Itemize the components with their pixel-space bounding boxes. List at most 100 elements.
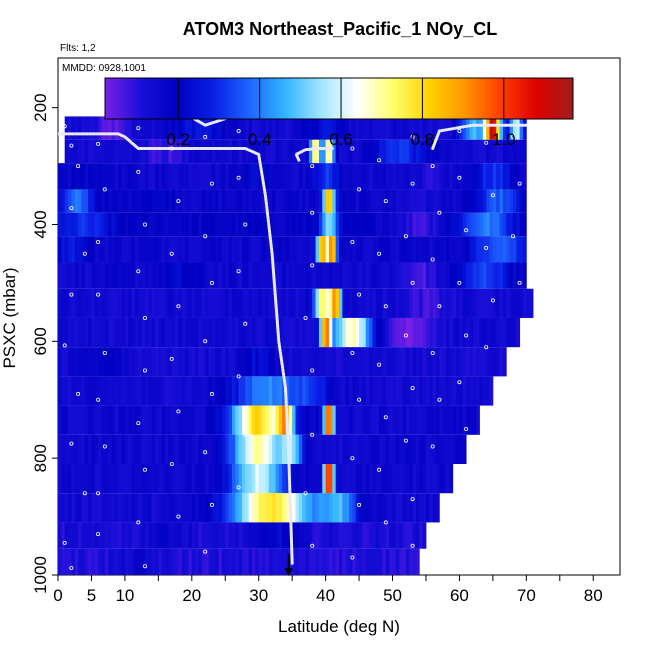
heat-cell — [201, 163, 206, 190]
heat-cell — [225, 548, 230, 575]
heat-cell — [265, 376, 270, 406]
sample-point — [169, 356, 174, 361]
heat-cell — [144, 189, 149, 213]
heat-cell — [64, 376, 69, 406]
heat-cell — [335, 163, 340, 190]
heat-cell — [268, 493, 273, 523]
heat-cell — [419, 493, 424, 523]
heat-cell — [456, 376, 460, 406]
pressure-band — [58, 288, 534, 318]
pressure-band — [58, 262, 527, 289]
heat-cell — [101, 139, 106, 164]
heat-cell — [118, 548, 122, 575]
heat-cell — [275, 212, 280, 237]
heat-cell — [519, 139, 524, 164]
sample-point — [403, 234, 408, 239]
heat-cell — [389, 522, 393, 549]
heat-cell — [258, 405, 263, 435]
heat-cell — [489, 236, 494, 263]
heat-cell — [409, 376, 413, 406]
heat-cell — [215, 376, 219, 406]
heat-cell — [352, 347, 357, 377]
heat-cell — [272, 376, 276, 406]
heat-cell — [91, 522, 96, 549]
heat-cell — [462, 347, 467, 377]
heat-cell — [469, 317, 474, 348]
heat-cell — [389, 288, 393, 318]
heat-cell — [84, 548, 89, 575]
heat-cell — [392, 262, 397, 289]
heat-cell — [114, 522, 119, 549]
heat-cell — [71, 405, 76, 435]
heat-cell — [402, 288, 407, 318]
heat-cell — [215, 116, 219, 140]
heat-cell — [201, 262, 206, 289]
heat-cell — [78, 405, 82, 435]
sample-point — [310, 210, 315, 215]
heat-cell — [429, 139, 434, 164]
heat-cell — [292, 434, 296, 465]
heat-cell — [412, 376, 417, 406]
sample-point — [169, 251, 174, 256]
heat-cell — [372, 464, 377, 494]
heat-cell — [322, 405, 327, 435]
heat-cell — [295, 522, 300, 549]
heat-cell — [342, 347, 347, 377]
heat-cell — [318, 139, 323, 164]
heat-cell — [288, 317, 293, 348]
heat-cell — [385, 376, 390, 406]
heat-cell — [201, 347, 206, 377]
heat-cell — [205, 236, 209, 263]
heat-cell — [61, 236, 66, 263]
heat-cell — [168, 548, 173, 575]
heat-cell — [365, 522, 370, 549]
heat-cell — [208, 464, 213, 494]
heat-cell — [188, 548, 193, 575]
heat-cell — [522, 212, 527, 237]
heat-cell — [121, 212, 126, 237]
heat-cell — [318, 163, 323, 190]
heat-cell — [114, 262, 119, 289]
heat-cell — [318, 434, 323, 465]
heat-cell — [322, 163, 327, 190]
heat-cell — [161, 347, 166, 377]
heat-cell — [349, 522, 353, 549]
heat-cell — [328, 464, 333, 494]
heat-cell — [275, 522, 280, 549]
heat-cell — [298, 405, 303, 435]
heat-cell — [282, 405, 286, 435]
heat-cell — [138, 405, 143, 435]
heat-cell — [405, 139, 410, 164]
heat-cell — [155, 288, 159, 318]
heat-cell — [308, 317, 313, 348]
heat-cell — [302, 464, 306, 494]
heat-cell — [111, 212, 116, 237]
heat-cell — [432, 288, 437, 318]
heat-cell — [171, 376, 176, 406]
heat-cell — [231, 139, 236, 164]
heat-cell — [402, 317, 407, 348]
heat-cell — [91, 347, 96, 377]
heat-cell — [369, 288, 373, 318]
heat-cell — [288, 139, 293, 164]
heat-cell — [188, 434, 193, 465]
x-axis: 0 5 10 20 30 40 50 60 70 80 — [53, 575, 603, 605]
heat-cell — [339, 405, 343, 435]
heat-cell — [231, 434, 236, 465]
heat-cell — [355, 317, 360, 348]
heat-cell — [292, 288, 296, 318]
heat-cell — [272, 548, 276, 575]
heat-cell — [134, 522, 139, 549]
sample-point — [136, 421, 141, 426]
heat-cell — [138, 493, 143, 523]
pressure-band — [64, 139, 527, 164]
heat-cell — [419, 262, 424, 289]
heat-cell — [241, 434, 246, 465]
heat-cell — [365, 262, 370, 289]
sample-point — [62, 343, 67, 348]
heat-cell — [312, 405, 316, 435]
heat-cell — [208, 347, 213, 377]
heat-cell — [335, 376, 340, 406]
sample-point — [517, 280, 522, 285]
heat-cell — [81, 212, 86, 237]
